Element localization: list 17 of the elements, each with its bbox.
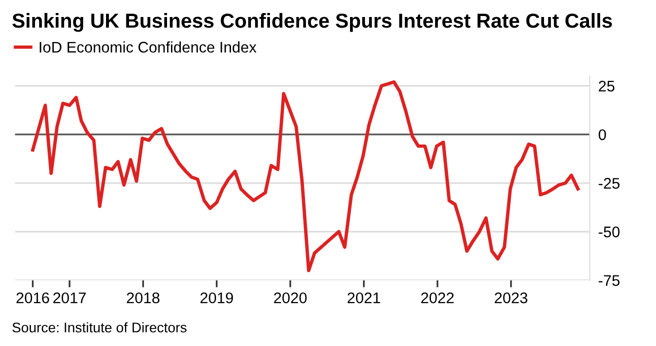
x-tick-label: 2023 bbox=[494, 292, 528, 304]
y-tick-label: -25 bbox=[598, 178, 620, 189]
source-note: Source: Institute of Directors bbox=[12, 322, 187, 332]
y-tick-label: 25 bbox=[598, 80, 614, 92]
y-tick-label: 0 bbox=[598, 129, 606, 140]
x-tick-label: 2016 bbox=[16, 292, 50, 304]
x-tick-label: 2019 bbox=[200, 292, 233, 304]
x-tick-label: 2017 bbox=[53, 292, 86, 304]
x-tick-label: 2020 bbox=[274, 292, 307, 304]
x-tick-label: 2018 bbox=[126, 292, 160, 304]
x-tick-label: 2021 bbox=[348, 292, 380, 304]
line-series bbox=[31, 80, 580, 272]
y-tick-label: -50 bbox=[598, 226, 620, 238]
y-tick-label: -75 bbox=[598, 275, 620, 286]
chart-title: Sinking UK Business Confidence Spurs Interest Rate Cut Calls bbox=[12, 13, 612, 32]
legend-label: IoD Economic Confidence Index bbox=[40, 41, 256, 53]
x-tick-label: 2022 bbox=[421, 292, 454, 304]
